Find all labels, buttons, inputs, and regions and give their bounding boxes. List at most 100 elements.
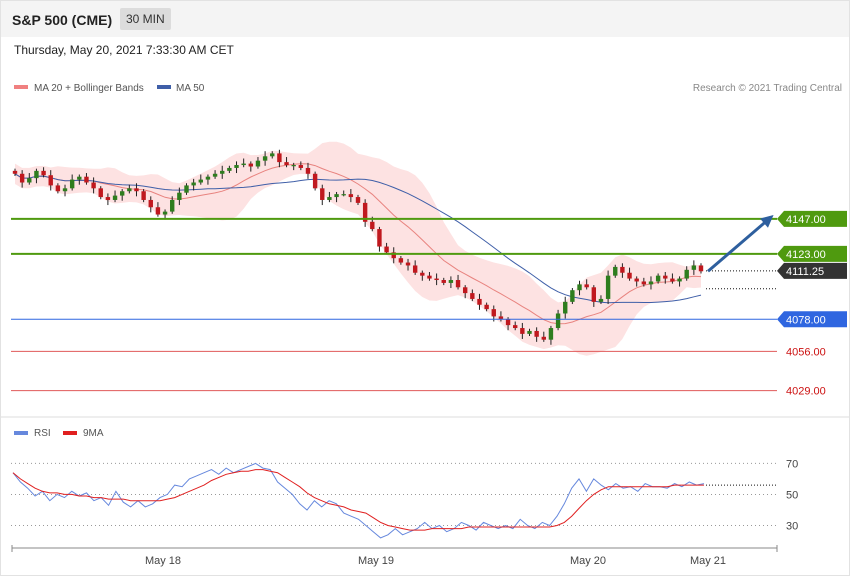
candle-body [484,304,489,310]
candle-body [291,165,296,167]
candle-body [663,275,668,279]
candle-body [248,163,254,167]
candle-body [127,188,132,192]
rsi-legend-label: RSI [34,428,51,439]
candle-body [648,281,654,285]
level-label: 4111.25 [786,266,824,278]
candle-body [427,275,432,279]
ma50-legend-swatch [157,85,171,89]
candle-body [277,153,282,163]
candle-body [362,202,368,222]
candle-body [141,191,146,200]
level-label-box [777,262,847,279]
candle-body [48,175,53,186]
candle-body [112,195,118,200]
rsi-legend-swatch [14,431,28,435]
candle-body [477,298,482,305]
candle-body [69,179,75,189]
candle-body [377,229,382,247]
candle-body [620,266,625,273]
time-axis: May 18 May 19 May 20 May 21 [11,545,778,567]
candle-body [520,328,525,334]
timeframe-badge[interactable]: 30 MIN [120,8,171,30]
candle-body [162,211,168,215]
candle-body [684,269,689,279]
level-label: 4078.00 [786,314,826,326]
candle-body [563,301,568,314]
candle-body [355,197,361,203]
rsi-ma-legend-swatch [63,431,77,435]
price-plot [12,141,704,356]
candle-body [527,330,532,334]
candle-body [391,252,396,259]
candle-body [641,281,647,285]
candle-body [384,246,389,253]
candle-body [55,185,61,192]
candle-body [498,316,504,320]
candle-body [470,293,475,299]
candle-body [270,153,275,157]
candle-body [655,275,661,282]
candle-body [234,165,239,168]
candle-body [320,188,325,200]
time-axis-label: May 19 [358,555,394,567]
level-label-box [777,245,847,262]
candle-body [184,185,189,193]
level-label-box [777,210,847,227]
candle-body [91,182,96,189]
level-label: 4029.00 [786,386,826,398]
bollinger-band [15,141,701,356]
candle-body [570,290,575,302]
candle-body [62,188,68,192]
candle-body [177,192,182,200]
candle-body [398,258,404,263]
candle-body [305,167,311,174]
candle-body [555,313,561,329]
candle-body [505,319,511,326]
rsi-tick-label: 70 [786,458,798,470]
projection-arrow-head [760,214,774,228]
candle-body [27,178,32,183]
candle-body [591,287,597,302]
candle-body [412,265,418,273]
candle-body [548,328,554,340]
time-axis-label: May 21 [690,555,726,567]
ma50-legend-label: MA 50 [176,83,205,94]
candle-body [298,165,304,168]
candle-body [134,188,139,192]
candle-body [420,272,425,276]
header-bar: S&P 500 (CME) 30 MIN [1,1,849,37]
candle-body [584,284,589,288]
candle-body [262,156,268,161]
candle-body [513,325,518,329]
candle-body [41,170,46,176]
level-label: 4147.00 [786,214,826,226]
candle-body [98,188,103,198]
time-axis-label: May 18 [145,555,181,567]
ma20-legend-swatch [14,85,28,89]
candle-body [627,272,632,279]
candle-body [227,167,232,171]
candle-body [155,207,161,215]
candle-body [327,197,332,200]
credit-text: Research © 2021 Trading Central [693,83,842,94]
candle-body [434,278,439,281]
rsi-tick-label: 30 [786,520,798,532]
candle-body [441,280,446,283]
candle-body [405,262,411,266]
rsi-ma-legend-label: 9MA [83,428,104,439]
candle-body [77,176,82,180]
candle-body [577,284,582,291]
candle-body [334,194,339,198]
candle-body [448,280,454,283]
candle-body [198,179,203,183]
candle-body [541,336,546,340]
candle-body [105,197,111,200]
candle-body [534,330,539,337]
level-label: 4123.00 [786,249,826,261]
candle-body [634,278,639,282]
candle-body [148,199,153,208]
candle-body [255,160,261,167]
candle-body [312,173,318,189]
